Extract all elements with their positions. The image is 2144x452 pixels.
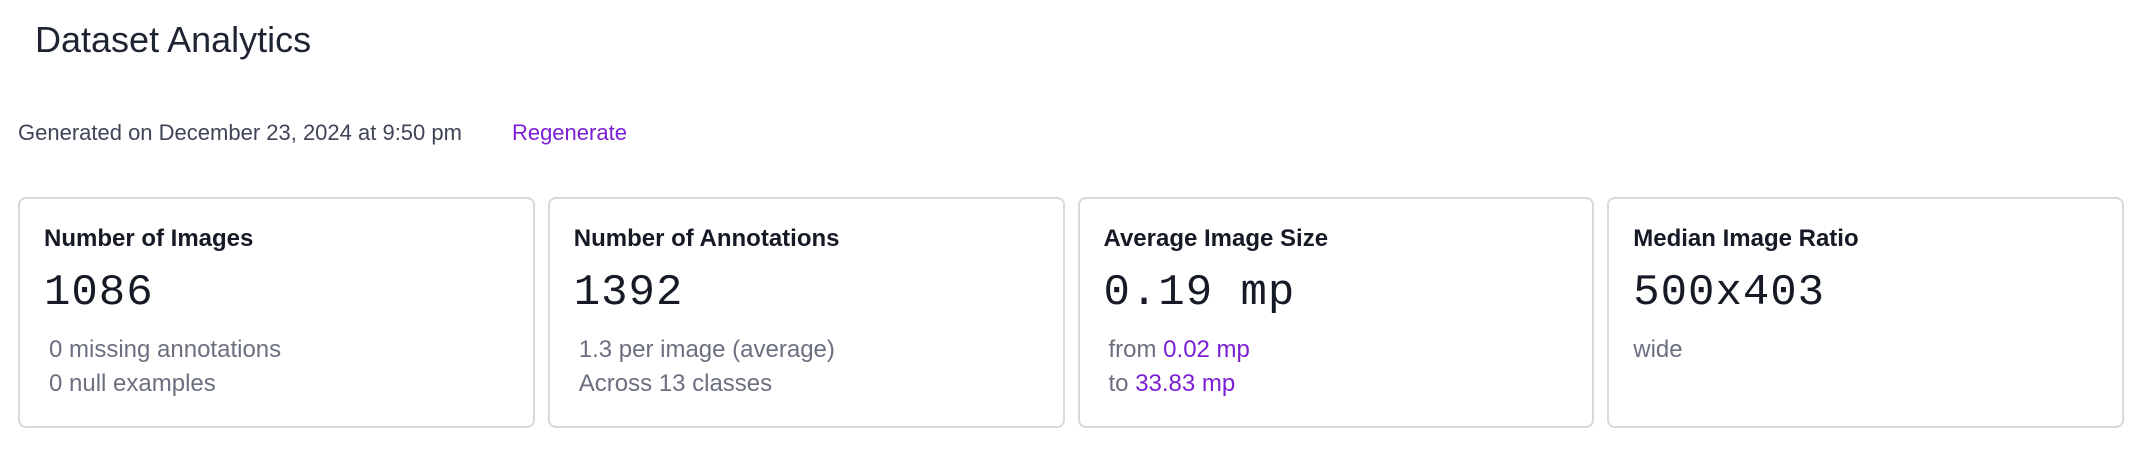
card-title: Average Image Size (1103, 225, 1329, 252)
page-title: Dataset Analytics (35, 19, 312, 60)
card-value: 0.19 mp (1103, 268, 1296, 318)
card-details: from 0.02 mp to 33.83 mp (1104, 333, 1569, 401)
to-prefix: to (1108, 370, 1136, 397)
card-average-image-size: Average Image Size 0.19 mp from 0.02 mp … (1077, 197, 1595, 428)
from-prefix: from (1108, 336, 1164, 363)
size-range-from: from 0.02 mp (1109, 333, 1569, 367)
ratio-description: wide (1633, 336, 1683, 363)
min-size-link[interactable]: 0.02 mp (1163, 336, 1250, 363)
card-number-of-annotations: Number of Annotations 1392 1.3 per image… (547, 197, 1065, 428)
card-title: Median Image Ratio (1633, 225, 1859, 252)
card-number-of-images: Number of Images 1086 0 missing annotati… (18, 197, 535, 428)
null-examples-text: 0 null examples (49, 370, 216, 397)
generated-timestamp: Generated on December 23, 2024 at 9:50 p… (18, 120, 462, 145)
card-title: Number of Annotations (573, 225, 840, 252)
missing-annotations-text: 0 missing annotations (49, 336, 282, 363)
class-count-text: Across 13 classes (578, 370, 773, 397)
generation-info: Generated on December 23, 2024 at 9:50 p… (18, 118, 627, 148)
card-details: wide (1633, 333, 2098, 367)
size-range-to: to 33.83 mp (1109, 367, 1569, 401)
card-value: 500x403 (1633, 268, 1826, 318)
max-size-link[interactable]: 33.83 mp (1135, 370, 1236, 397)
regenerate-link[interactable]: Regenerate (511, 120, 627, 145)
card-value: 1392 (573, 268, 684, 318)
card-value: 1086 (44, 268, 154, 318)
stats-cards: Number of Images 1086 0 missing annotati… (18, 197, 2124, 428)
card-median-image-ratio: Median Image Ratio 500x403 wide (1607, 197, 2124, 428)
card-title: Number of Images (44, 225, 254, 252)
card-details: 0 missing annotations 0 null examples (44, 333, 509, 401)
per-image-average-text: 1.3 per image (average) (578, 336, 835, 363)
card-details: 1.3 per image (average) Across 13 classe… (574, 333, 1039, 401)
